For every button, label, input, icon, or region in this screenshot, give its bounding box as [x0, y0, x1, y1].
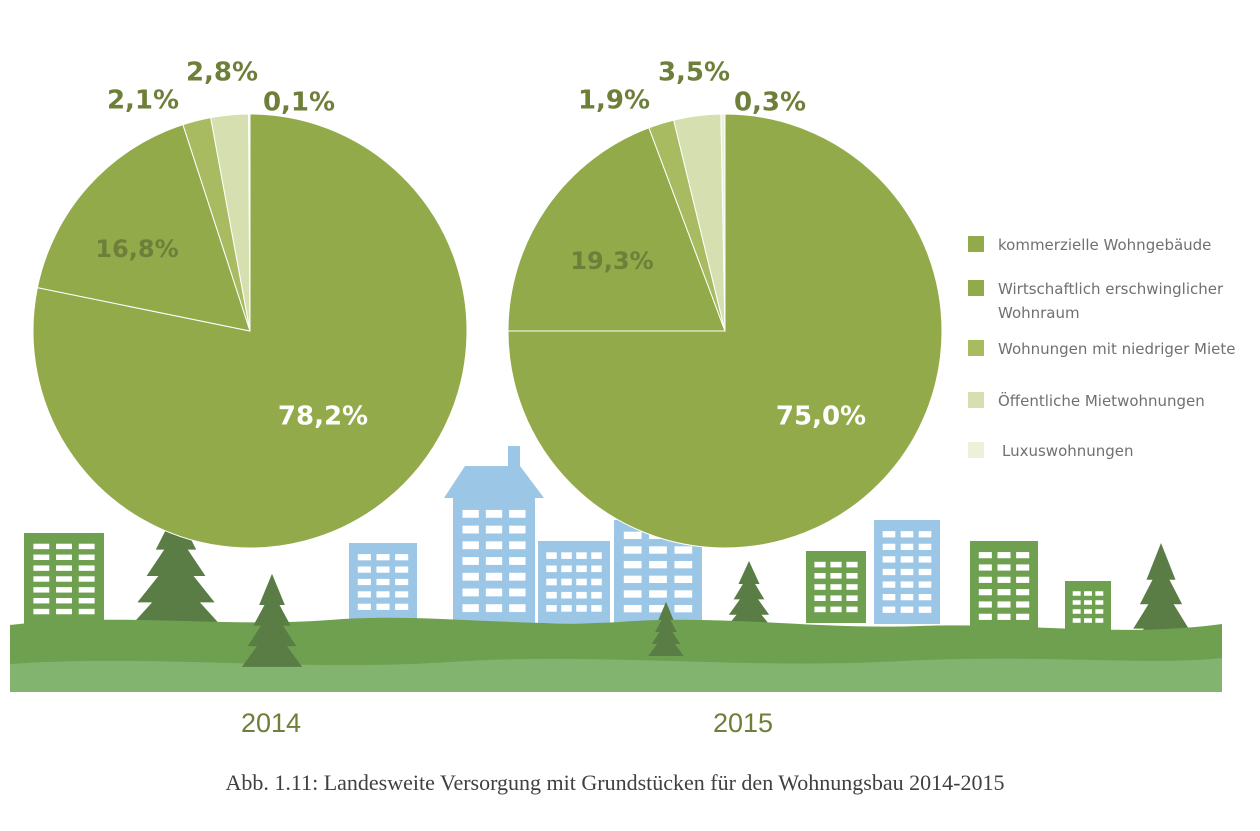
legend-swatch-luxus — [968, 442, 984, 458]
building-blue-3 — [538, 541, 610, 623]
pie-slice-2015-wirtschaftlich — [507, 127, 726, 332]
hill-front — [10, 658, 1222, 692]
data-label-2015-oeffentlich: 3,5% — [658, 58, 730, 88]
legend-swatch-kommerziell — [968, 236, 984, 252]
data-label-2015-luxus: 0,3% — [734, 88, 806, 118]
pie-2015 — [507, 113, 943, 549]
year-label-2014: 2014 — [240, 708, 302, 738]
tree-2-front — [241, 574, 303, 667]
legend-label-oeffentlich: Öffentliche Mietwohnungen — [998, 392, 1205, 410]
pie-slice-2014-wirtschaftlich — [36, 123, 251, 332]
building-green-2 — [806, 551, 866, 623]
building-blue-roofed — [444, 446, 544, 498]
legend-label-kommerziell: kommerzielle Wohngebäude — [998, 236, 1212, 254]
tree-4 — [724, 561, 774, 631]
data-label-2015-niedrige-miete: 1,9% — [578, 86, 650, 116]
pie-labels: 78,2% 16,8% 2,1%2,8%0,1% 75,0% 19,3% 1,9% 3,5%… — [95, 58, 866, 432]
building-blue-2 — [453, 498, 535, 624]
figure-caption: Abb. 1.11: Landesweite Versorgung mit Gr… — [225, 770, 1005, 795]
building-blue-5 — [874, 520, 940, 624]
building-blue-1 — [349, 543, 417, 621]
data-label-2014-luxus: 0,1% — [263, 88, 335, 118]
data-label-2015-kommerziell: 75,0% — [776, 402, 866, 432]
legend-label-luxus: Luxuswohnungen — [1002, 442, 1134, 460]
year-label-2015: 2015 — [712, 708, 774, 738]
legend-swatch-oeffentlich — [968, 392, 984, 408]
pie-charts — [32, 113, 943, 549]
building-green-1 — [24, 533, 104, 625]
pie-2014 — [32, 113, 468, 549]
data-label-2015-wirtschaftlich: 19,3% — [570, 247, 653, 275]
pie-slice-2014-luxus — [248, 113, 251, 332]
tree-3-front — [648, 602, 684, 656]
building-green-4 — [1065, 581, 1111, 633]
cityscape-background — [10, 446, 1222, 692]
data-label-2014-niedrige-miete: 2,1% — [107, 86, 179, 116]
legend-label-niedrige-miete: Wohnungen mit niedriger Miete — [998, 340, 1236, 358]
legend-label-wirtschaftlich: Wirtschaftlich erschwinglicher Wohnraum — [998, 280, 1224, 322]
data-label-2014-oeffentlich: 2,8% — [186, 58, 258, 88]
data-label-2014-kommerziell: 78,2% — [278, 402, 368, 432]
legend-swatch-wirtschaftlich — [968, 280, 984, 296]
building-green-3 — [970, 541, 1038, 631]
legend-swatch-niedrige-miete — [968, 340, 984, 356]
data-label-2014-wirtschaftlich: 16,8% — [95, 235, 178, 263]
pie-slice-2015-luxus — [720, 113, 726, 332]
